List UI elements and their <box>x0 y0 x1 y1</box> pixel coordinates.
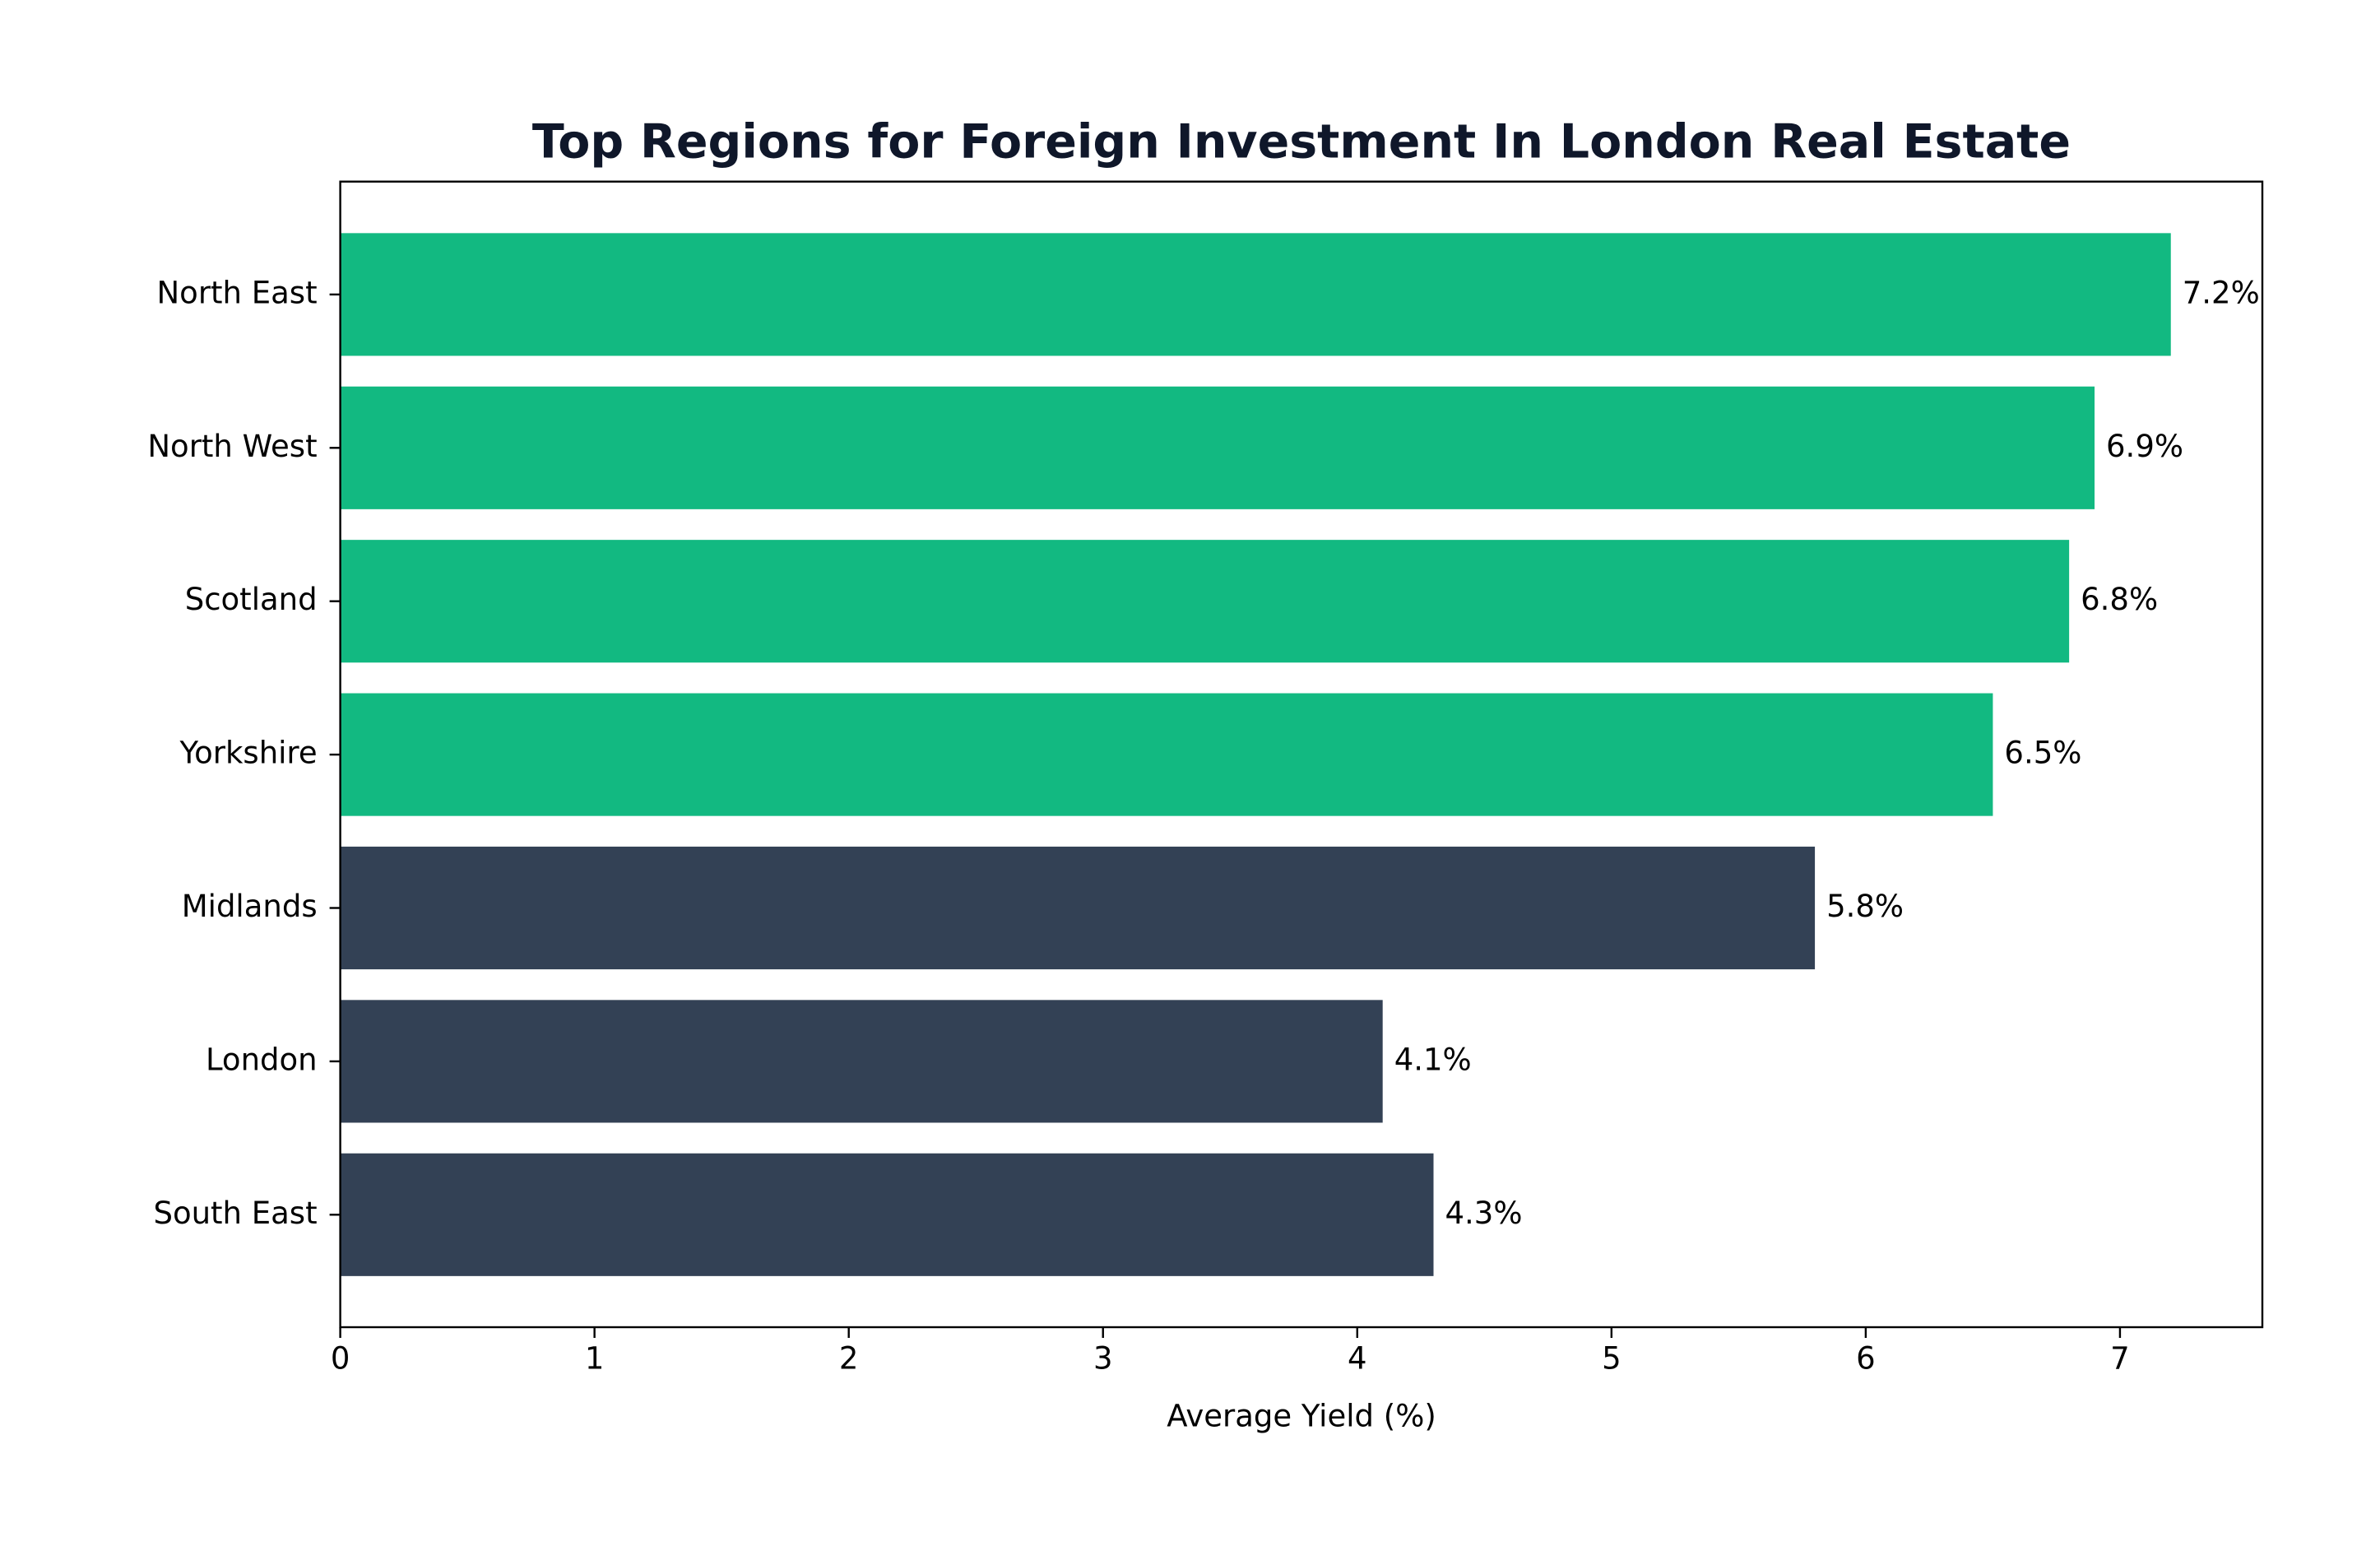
bar <box>340 1000 1383 1123</box>
y-tick-label: South East <box>153 1196 317 1231</box>
x-tick-label: 5 <box>1602 1341 1621 1377</box>
value-label: 5.8% <box>1826 889 1904 924</box>
x-tick-label: 3 <box>1093 1341 1113 1377</box>
value-label: 6.5% <box>2004 736 2081 771</box>
x-tick-label: 6 <box>1856 1341 1876 1377</box>
bar <box>340 1153 1434 1276</box>
y-tick-label: Yorkshire <box>179 736 317 771</box>
y-tick-label: London <box>206 1042 318 1077</box>
bar <box>340 386 2095 509</box>
y-tick-label: North West <box>147 429 317 464</box>
value-label: 6.9% <box>2106 429 2183 464</box>
x-tick-label: 0 <box>331 1341 350 1377</box>
bar <box>340 846 1816 970</box>
x-tick-label: 2 <box>839 1341 859 1377</box>
bar <box>340 540 2070 663</box>
plot-frame <box>339 180 2264 1329</box>
value-label: 7.2% <box>2183 275 2260 310</box>
x-tick-label: 7 <box>2110 1341 2130 1377</box>
x-axis-label: Average Yield (%) <box>1167 1399 1436 1434</box>
x-tick-label: 1 <box>585 1341 605 1377</box>
y-tick-label: North East <box>157 275 318 310</box>
bar <box>340 233 2171 356</box>
value-label: 4.3% <box>1445 1196 1523 1231</box>
value-label: 6.8% <box>2081 582 2158 617</box>
x-tick-label: 4 <box>1348 1341 1367 1377</box>
value-label: 4.1% <box>1394 1042 1472 1077</box>
bar <box>340 693 1993 816</box>
y-tick-label: Scotland <box>185 582 318 617</box>
y-tick-label: Midlands <box>182 889 318 924</box>
chart-title: Top Regions for Foreign Investment In Lo… <box>532 115 2071 169</box>
